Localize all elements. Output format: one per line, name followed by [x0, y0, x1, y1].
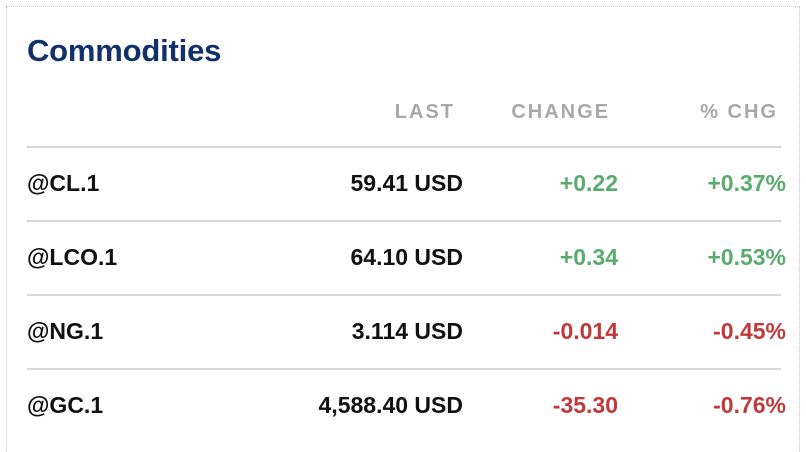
widget-title: Commodities [27, 33, 222, 68]
table-row[interactable]: @CL.1 59.41 USD +0.22 +0.37% [27, 146, 786, 220]
last-price: 64.10 USD [350, 244, 463, 270]
column-header-last[interactable]: LAST [394, 101, 455, 123]
last-price: 4,588.40 USD [318, 392, 463, 418]
pct-change-value: -0.76% [713, 392, 786, 418]
change-value: -0.014 [552, 318, 618, 344]
column-header-pct-change[interactable]: % CHG [700, 101, 778, 123]
commodities-table: @CL.1 59.41 USD +0.22 +0.37% @LCO.1 64.1… [27, 146, 786, 442]
last-price: 59.41 USD [350, 170, 463, 196]
table-row[interactable]: @NG.1 3.114 USD -0.014 -0.45% [27, 294, 786, 368]
symbol-link[interactable]: @CL.1 [27, 170, 100, 196]
symbol-link[interactable]: @GC.1 [27, 392, 104, 418]
change-value: -35.30 [552, 392, 618, 418]
table-row[interactable]: @LCO.1 64.10 USD +0.34 +0.53% [27, 220, 786, 294]
last-price: 3.114 USD [351, 318, 463, 344]
column-header-change[interactable]: CHANGE [511, 101, 610, 123]
table-row[interactable]: @GC.1 4,588.40 USD -35.30 -0.76% [27, 368, 786, 442]
commodities-widget: Commodities LAST CHANGE % CHG @CL.1 59.4… [6, 6, 800, 452]
change-value: +0.34 [559, 244, 618, 270]
pct-change-value: -0.45% [713, 318, 786, 344]
pct-change-value: +0.53% [707, 244, 786, 270]
symbol-link[interactable]: @LCO.1 [27, 244, 118, 270]
change-value: +0.22 [559, 170, 618, 196]
pct-change-value: +0.37% [707, 170, 786, 196]
symbol-link[interactable]: @NG.1 [27, 318, 104, 344]
